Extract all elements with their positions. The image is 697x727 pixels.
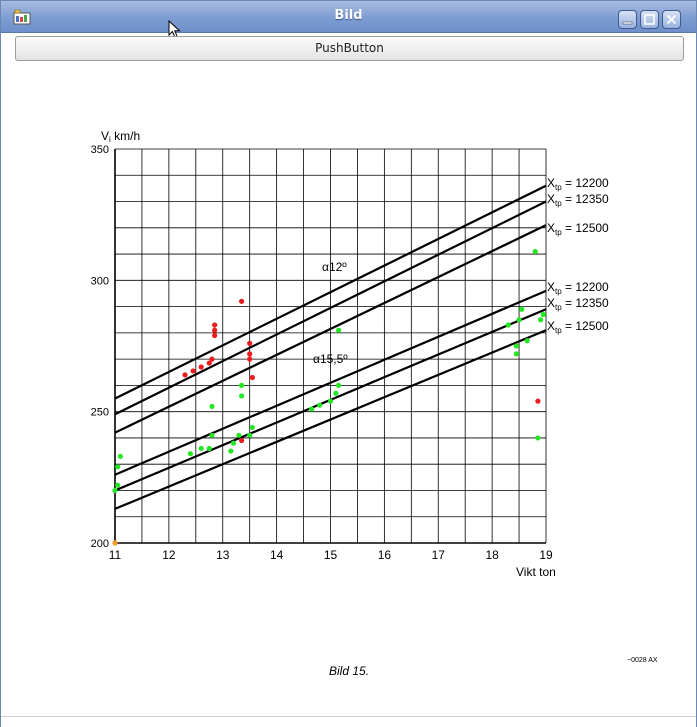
green-data-point <box>239 382 245 388</box>
green-data-point <box>236 432 242 438</box>
x-tick-label: 11 <box>109 548 122 562</box>
x-tick-label: 14 <box>270 548 284 562</box>
green-data-point <box>230 440 237 446</box>
window-bottom-border <box>1 716 696 727</box>
green-data-point <box>115 482 121 488</box>
x-tick-label: 15 <box>324 548 338 562</box>
maximize-button[interactable] <box>640 10 659 29</box>
red-data-point <box>247 356 253 362</box>
x-tick-label: 18 <box>485 548 499 562</box>
series-line-label-4: Xtp = 12200 <box>547 280 609 296</box>
green-data-point <box>327 398 334 404</box>
x-tick-label: 13 <box>216 548 230 562</box>
green-data-point <box>524 338 530 344</box>
green-data-point <box>538 317 544 323</box>
red-data-point <box>239 298 245 304</box>
x-tick-label: 17 <box>432 548 446 562</box>
red-data-point <box>206 360 212 366</box>
green-data-point <box>187 451 194 457</box>
series-line-label-3: Xtp = 12500 <box>547 221 609 237</box>
title-bar[interactable]: Bild <box>1 1 696 39</box>
red-data-point <box>212 327 218 333</box>
green-data-point <box>209 403 215 410</box>
green-data-point <box>335 327 342 333</box>
series-line-label-5: Xtp = 12350 <box>547 296 609 312</box>
green-data-point <box>535 435 541 441</box>
chart-figure: 11 12 13 14 15 16 17 18 19 350 300 250 200 Vi km/h V… <box>91 129 658 678</box>
series-line-2 <box>114 200 547 416</box>
chart-axes: 11 12 13 14 15 16 17 18 19 350 300 250 200 <box>91 144 553 562</box>
series-line-label-2: Xtp = 12350 <box>547 192 609 208</box>
red-data-point <box>247 340 253 346</box>
green-data-point <box>335 382 342 388</box>
green-data-point <box>519 306 525 312</box>
chart-markers <box>112 248 546 546</box>
green-data-point <box>115 464 121 470</box>
green-data-point <box>249 424 255 431</box>
red-data-point <box>212 322 218 328</box>
alpha-12-label: α12º <box>322 260 347 274</box>
red-data-point <box>249 374 255 381</box>
series-line-3 <box>114 224 547 434</box>
maximize-icon <box>644 14 655 25</box>
image-canvas: 11 12 13 14 15 16 17 18 19 350 300 250 200 Vi km/h V… <box>11 65 686 717</box>
green-data-point <box>505 322 511 328</box>
red-data-point <box>190 368 196 374</box>
red-data-point <box>535 398 541 404</box>
chart-series-lines <box>114 184 547 510</box>
green-data-point <box>228 448 234 454</box>
figure-caption: Bild 15. <box>329 664 369 678</box>
green-data-point <box>333 390 339 396</box>
green-data-point <box>239 393 245 399</box>
red-data-point <box>212 332 218 339</box>
green-data-point <box>112 487 118 494</box>
series-line-label-1: Xtp = 12200 <box>547 176 609 192</box>
green-data-point <box>247 432 253 438</box>
green-data-point <box>513 343 519 349</box>
series-line-4 <box>114 289 547 476</box>
red-data-point <box>198 364 204 370</box>
red-data-point <box>182 372 188 378</box>
corner-code: −0028 AX <box>627 657 658 664</box>
x-axis-label: Vikt ton <box>516 565 556 579</box>
green-data-point <box>206 445 212 452</box>
green-data-point <box>117 453 123 459</box>
series-line-6 <box>114 329 547 510</box>
close-icon <box>666 14 677 25</box>
green-data-point <box>513 351 519 357</box>
close-button[interactable] <box>662 10 681 29</box>
minimize-button[interactable] <box>618 10 637 29</box>
green-data-point <box>309 406 315 412</box>
green-data-point <box>532 248 538 255</box>
green-data-point <box>198 445 204 452</box>
series-line-label-6: Xtp = 12500 <box>547 319 609 335</box>
app-icon[interactable] <box>13 8 31 25</box>
red-data-point <box>209 356 215 362</box>
y-tick-label: 200 <box>91 538 109 550</box>
green-data-point <box>209 432 215 438</box>
orange-data-point <box>112 540 118 546</box>
y-tick-label: 250 <box>91 407 109 419</box>
push-button[interactable]: PushButton <box>15 36 684 61</box>
window-title: Bild <box>334 8 363 23</box>
green-data-point <box>540 311 546 318</box>
green-data-point <box>317 402 323 408</box>
red-data-point <box>247 351 253 357</box>
chart-grid <box>114 148 547 544</box>
x-tick-label: 19 <box>539 548 553 562</box>
x-tick-label: 16 <box>378 548 392 562</box>
y-tick-label: 350 <box>91 144 109 156</box>
minimize-icon <box>622 21 633 25</box>
y-tick-label: 300 <box>91 275 109 287</box>
y-axis-label: Vi km/h <box>101 129 140 144</box>
green-data-point <box>516 317 522 323</box>
red-data-point <box>239 437 245 444</box>
x-tick-label: 12 <box>162 548 176 562</box>
series-line-1 <box>114 184 547 400</box>
alpha-15-5-label: α15,5º <box>313 352 348 366</box>
